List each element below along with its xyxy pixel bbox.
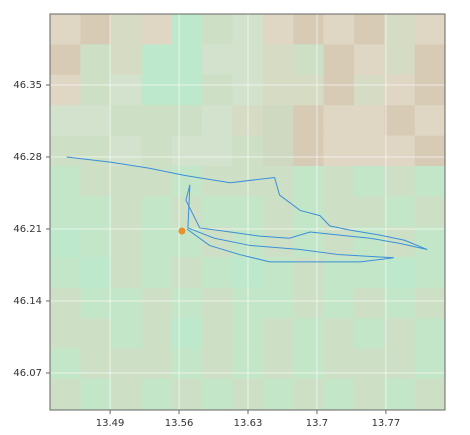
y-tick-label: 46.21 xyxy=(13,224,42,235)
x-tick-label: 13.77 xyxy=(372,418,401,429)
track xyxy=(66,156,428,263)
x-tick-label: 13.56 xyxy=(165,418,194,429)
y-tick-label: 46.14 xyxy=(13,296,42,307)
y-tick-label: 46.28 xyxy=(13,152,42,163)
x-tick-label: 13.7 xyxy=(306,418,328,429)
y-tick-label: 46.07 xyxy=(13,368,42,379)
plot-area xyxy=(50,14,445,410)
x-tick-label: 13.63 xyxy=(234,418,263,429)
position-marker xyxy=(178,227,186,235)
y-tick-label: 46.35 xyxy=(13,80,42,91)
x-tick-label: 13.49 xyxy=(96,418,125,429)
